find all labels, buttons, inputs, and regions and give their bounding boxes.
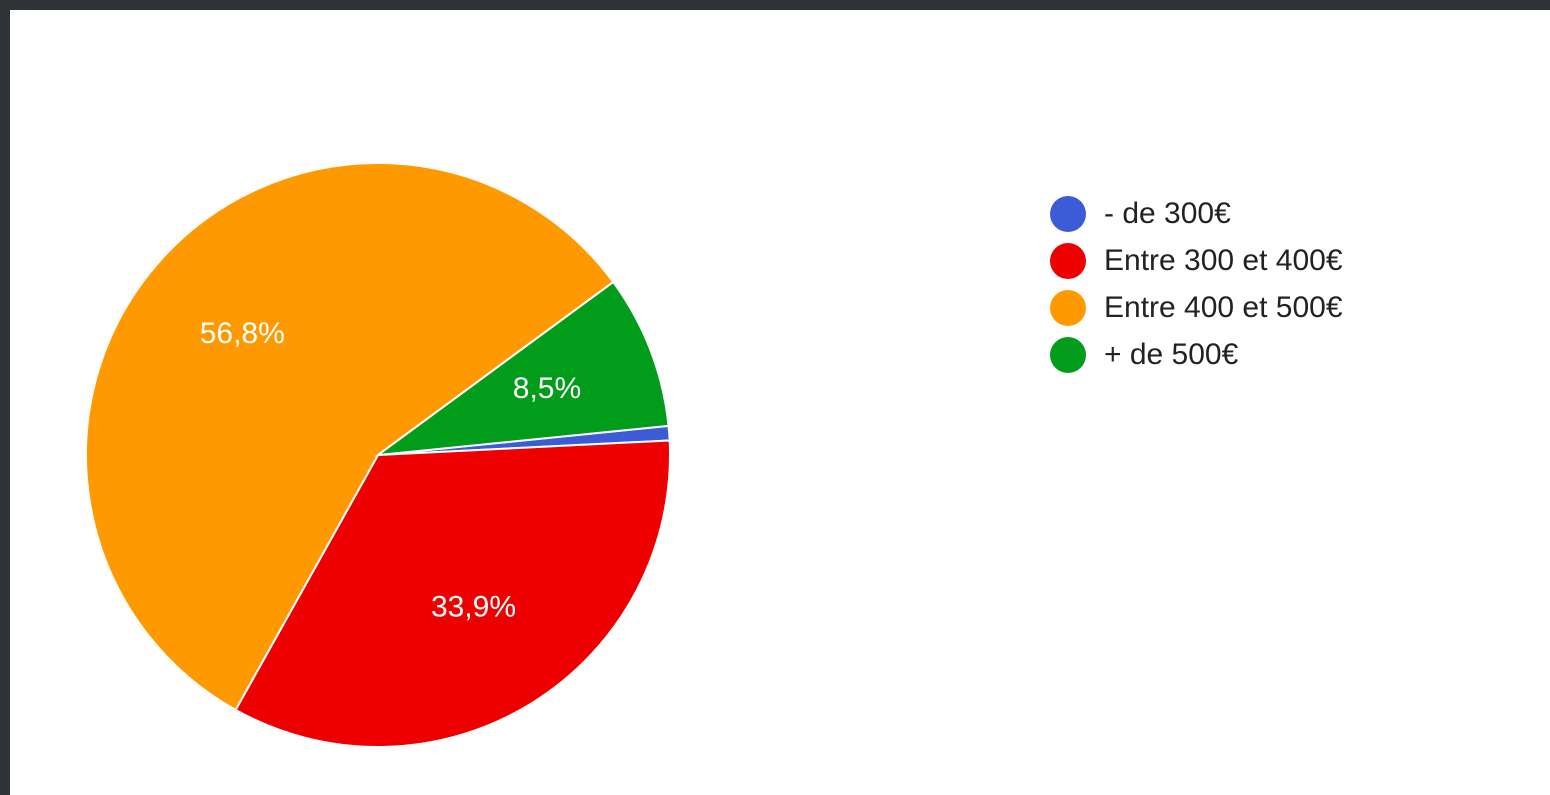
pie-slice-over-500 — [374, 280, 670, 457]
slice-label-400-500: 56,8% — [200, 317, 285, 350]
legend-swatch — [1050, 242, 1086, 279]
legend-swatch — [1050, 336, 1086, 373]
legend-label: Entre 300 et 400€ — [1104, 243, 1343, 277]
legend-label: Entre 400 et 500€ — [1104, 290, 1343, 324]
slice-label-300-400: 33,9% — [431, 591, 516, 624]
legend-item-under-300: - de 300€ — [1050, 190, 1343, 237]
legend-label: + de 500€ — [1104, 337, 1239, 371]
legend-item-400-500: Entre 400 et 500€ — [1050, 284, 1343, 331]
legend-label: - de 300€ — [1104, 196, 1231, 230]
legend-item-300-400: Entre 300 et 400€ — [1050, 237, 1343, 284]
legend-swatch — [1050, 289, 1086, 326]
legend: - de 300€ Entre 300 et 400€ Entre 400 et… — [1050, 190, 1343, 378]
pie-chart: 33,9% 56,8% 8,5% — [84, 162, 671, 748]
legend-item-over-500: + de 500€ — [1050, 331, 1343, 378]
pie-slice-400-500 — [84, 162, 615, 712]
slice-label-over-500: 8,5% — [513, 372, 581, 405]
chart-panel: 33,9% 56,8% 8,5% - de 300€ Entre 300 et 40… — [10, 10, 1550, 795]
legend-swatch — [1050, 195, 1086, 232]
